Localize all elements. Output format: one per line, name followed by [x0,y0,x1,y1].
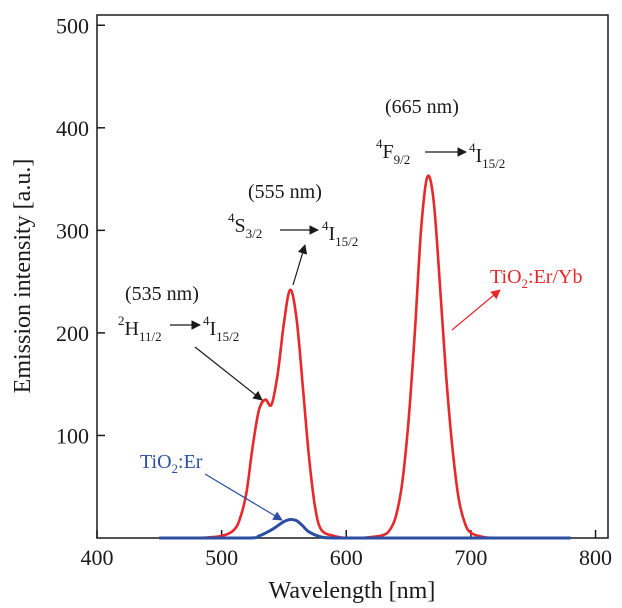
annotation-665nm: (665 nm) 4F9/2 4I15/2 [376,96,505,171]
y-tick-label: 300 [56,218,89,243]
annotation-555nm: (555 nm) 4S3/2 4I15/2 [228,181,358,286]
y-tick-label: 500 [56,13,89,38]
y-axis-title: Emission intensity [a.u.] [10,159,36,394]
legend-tio2-er: TiO2:Er [140,451,283,521]
x-tick-label: 400 [81,545,114,570]
annotation-665-start-level: 4F9/2 [376,136,410,167]
annotation-535-pointer [194,346,263,401]
x-tick-label: 700 [454,545,487,570]
legend-pointer-tio2-er-yb [451,289,501,331]
annotation-535-end-level: 4I15/2 [203,313,239,344]
x-axis-title: Wavelength [nm] [269,578,436,604]
annotation-665-end-level: 4I15/2 [469,140,505,171]
y-tick-label: 100 [56,423,89,448]
annotation-535-start-level: 2H11/2 [118,313,162,344]
annotation-555-pointer [292,244,308,286]
annotation-555-start-level: 4S3/2 [228,210,262,241]
legend-label-tio2-er-yb: TiO2:Er/Yb [490,266,582,291]
annotation-535-wavelength: (535 nm) [125,283,199,305]
axis-ticks: 400 500 600 700 800 100 200 300 400 500 [56,13,612,570]
annotation-535nm: (535 nm) 2H11/2 4I15/2 [118,283,263,401]
legend-label-tio2-er: TiO2:Er [140,451,203,476]
annotation-555-end-level: 4I15/2 [322,218,358,249]
x-tick-label: 500 [205,545,238,570]
legend-pointer-tio2-er [204,473,283,521]
x-tick-label: 600 [330,545,363,570]
annotation-555-wavelength: (555 nm) [248,181,322,203]
y-tick-label: 400 [56,116,89,141]
x-tick-label: 800 [579,545,612,570]
legend-tio2-er-yb: TiO2:Er/Yb [451,266,582,331]
series-group [159,174,571,540]
series-line-tio2-er [159,517,571,540]
y-tick-label: 200 [56,321,89,346]
annotation-665-wavelength: (665 nm) [385,96,459,118]
